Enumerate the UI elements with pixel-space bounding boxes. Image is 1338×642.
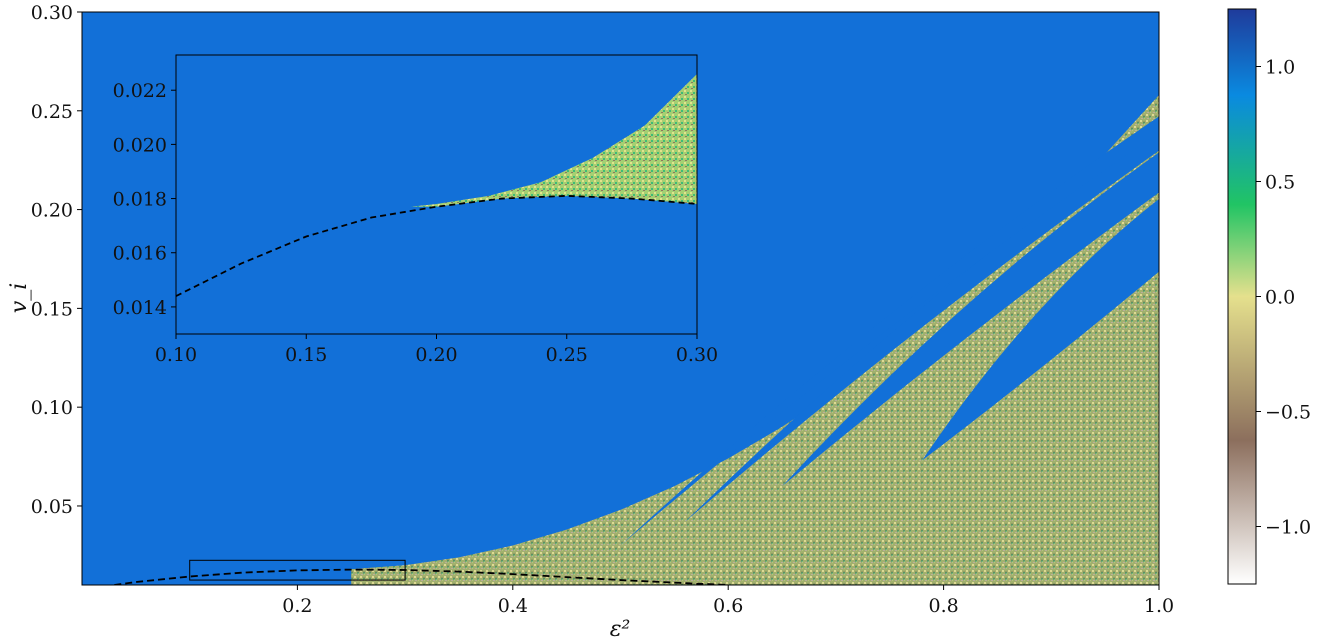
colorbar-tick-label: 1.0 [1265, 57, 1295, 79]
regular-window-1 [922, 199, 1159, 461]
y-tick-label: 0.10 [31, 397, 73, 419]
zoom-region-box [189, 559, 406, 581]
inset-x-tick-label: 0.25 [546, 344, 588, 366]
colorbar-tick-label: 0.0 [1265, 287, 1295, 309]
regular-window-3 [685, 126, 1159, 522]
svg-text:v_i: v_i [7, 283, 32, 313]
y-tick-label: 0.15 [31, 298, 73, 320]
inset-critical-curve-dashed [176, 194, 697, 297]
x-tick-label: 0.6 [713, 595, 743, 617]
inset-y-tick-label: 0.016 [113, 243, 167, 265]
inset-x-tick-label: 0.15 [285, 344, 327, 366]
inset-y-tick-label: 0.020 [113, 134, 167, 156]
inset-y-tick-label: 0.018 [113, 189, 167, 211]
x-tick-label: 0.8 [928, 595, 958, 617]
colorbar-tick-label: 0.5 [1265, 172, 1295, 194]
inset-y-tick-label: 0.022 [113, 80, 167, 102]
x-tick-label: 0.4 [498, 595, 528, 617]
y-axis-label: v_i [7, 283, 32, 313]
chaotic-fringe [351, 94, 1159, 585]
inset-y-tick-label: 0.014 [113, 297, 167, 319]
y-tick-label: 0.30 [31, 2, 73, 24]
x-tick-label: 0.2 [282, 595, 312, 617]
x-tick-label: 1.0 [1144, 595, 1174, 617]
inset-x-tick-label: 0.20 [415, 344, 457, 366]
inset-x-tick-label: 0.10 [155, 344, 197, 366]
colorbar-tick-label: −1.0 [1265, 517, 1311, 539]
inset-plot: 0.10 0.15 0.20 0.25 0.30 0.014 0.016 0.018 0.02… [113, 54, 718, 366]
y-tick-label: 0.20 [31, 200, 73, 222]
plot-frame [81, 11, 1160, 586]
regular-window-2 [782, 152, 1159, 487]
x-axis-label: ε² [610, 617, 631, 642]
regular-window-4 [620, 116, 1159, 546]
colorbar-tick-label: −0.5 [1265, 402, 1311, 424]
colorbar: −1.0 −0.5 0.0 0.5 1.0 [1227, 8, 1311, 585]
y-tick-label: 0.05 [31, 496, 73, 518]
y-tick-label: 0.25 [31, 101, 73, 123]
inset-x-tick-label: 0.30 [676, 344, 718, 366]
inset-chaotic-region [410, 73, 697, 207]
colorbar-gradient [1227, 8, 1257, 585]
